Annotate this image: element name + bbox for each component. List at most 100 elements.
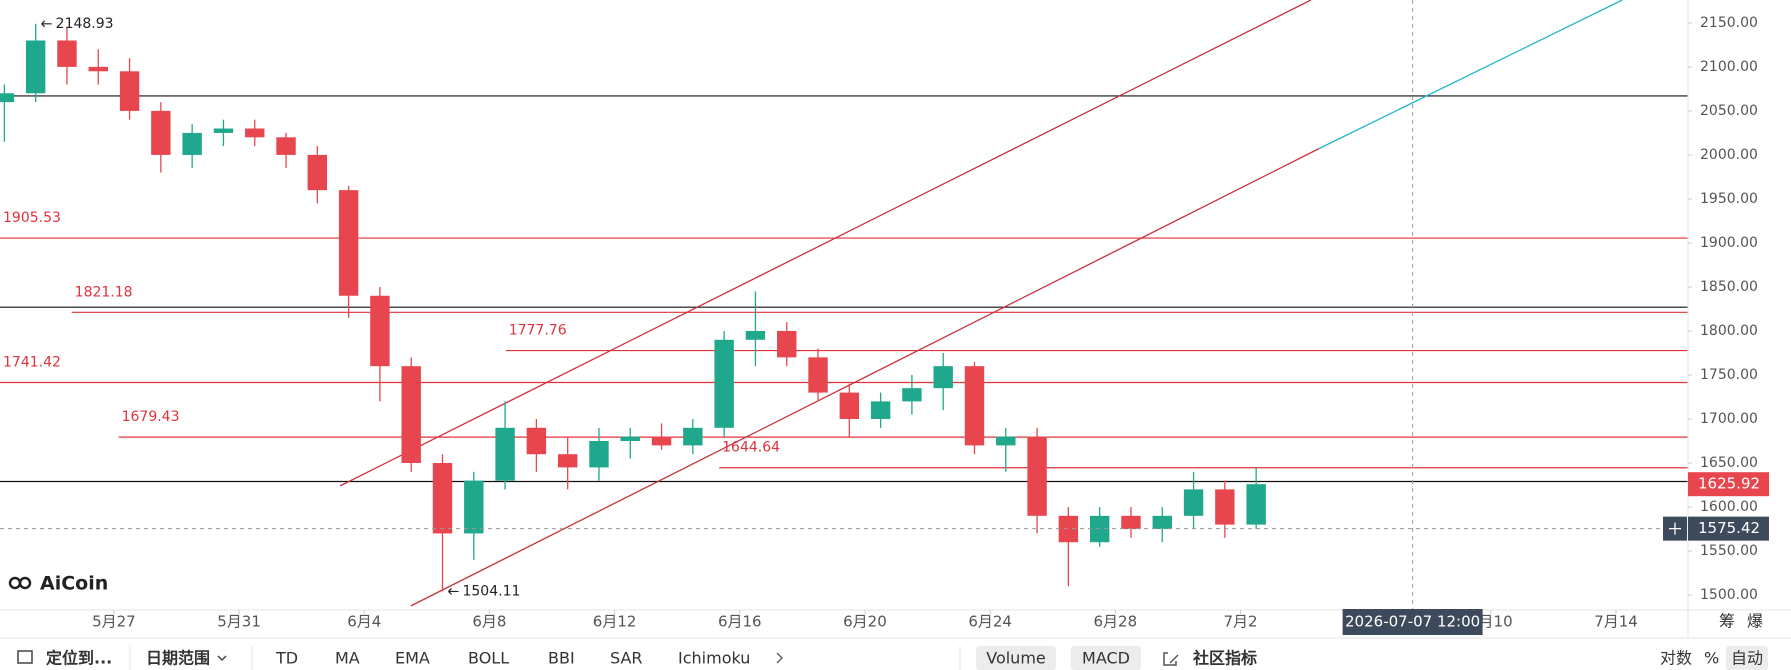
panel-button-bg <box>976 646 1056 670</box>
community-indicators[interactable]: 社区指标 <box>1192 649 1257 668</box>
panel-button-bg <box>1071 646 1141 670</box>
candle-body <box>338 190 359 296</box>
x-tick-label: 6月28 <box>1093 613 1137 631</box>
x-tick-label: 6月12 <box>593 613 637 631</box>
y-tick-label: 1700.00 <box>1700 411 1758 427</box>
candle-body <box>714 339 734 428</box>
candle-body <box>0 93 15 103</box>
y-tick-label: 2100.00 <box>1700 59 1758 75</box>
last-price-label: 1625.92 <box>1698 475 1760 493</box>
scale-option[interactable]: 对数 <box>1660 649 1692 668</box>
scale-option-active-bg <box>1726 646 1768 670</box>
indicator-button[interactable]: BOLL <box>468 649 509 668</box>
x-tick-label: 6月16 <box>718 613 762 631</box>
trend-line <box>1318 0 1623 150</box>
scale-option[interactable]: % <box>1704 649 1719 668</box>
candle-body <box>151 110 171 155</box>
logo: AiCoin <box>8 573 108 595</box>
indicator-button[interactable]: SAR <box>610 649 643 668</box>
toolbar: 定位到... 日期范围 TD MA EMA BOLL BBI SAR Ichimoku Vo… <box>17 646 1768 670</box>
y-tick-label: 1750.00 <box>1700 367 1758 383</box>
plot-area: 1905.53 1821.18 1777.76 1741.42 1679.43 1644.… <box>0 0 1688 610</box>
candle-body <box>307 154 328 191</box>
candle-body <box>996 436 1016 446</box>
candle-body <box>1215 489 1235 525</box>
candle-body <box>1183 489 1204 516</box>
level-label: 1741.42 <box>3 355 61 371</box>
candle-body <box>1246 484 1266 525</box>
candle-body <box>1121 515 1141 530</box>
candle-body <box>557 454 578 468</box>
candle-body <box>88 66 108 72</box>
candle-body <box>620 436 640 441</box>
candle-body <box>432 463 453 534</box>
indicator-button[interactable]: EMA <box>395 649 430 668</box>
indicator-button[interactable]: BBI <box>548 649 575 668</box>
y-tick-label: 2000.00 <box>1700 147 1758 163</box>
candle-body <box>902 388 922 402</box>
crosshair-y-label: 1575.42 <box>1698 519 1760 537</box>
candle-body <box>57 40 77 67</box>
candle-body <box>370 295 390 367</box>
indicator-button[interactable]: Ichimoku <box>678 649 750 668</box>
y-tick-label: 1500.00 <box>1700 587 1758 603</box>
candle-body <box>213 128 234 133</box>
annotation-label: 1504.11 <box>462 583 520 599</box>
x-tick-label: 6月8 <box>472 613 506 631</box>
y-tick-label: 2050.00 <box>1700 103 1758 119</box>
panel-button[interactable]: MACD <box>1082 649 1130 668</box>
candle-body <box>589 440 609 468</box>
y-tick-label: 1600.00 <box>1700 499 1758 515</box>
panel-button[interactable]: Volume <box>986 649 1046 668</box>
candle-body <box>651 436 672 446</box>
candle-body <box>683 427 703 446</box>
scale-option[interactable]: 自动 <box>1731 649 1763 668</box>
x-tick-label: 6月24 <box>968 613 1012 631</box>
level-label: 1905.53 <box>3 210 61 226</box>
candle-body <box>839 392 860 419</box>
annotation-label: 2148.93 <box>56 16 114 32</box>
candle-body <box>119 71 140 111</box>
y-tick-label: 1650.00 <box>1700 455 1758 471</box>
edit-icon <box>1163 652 1179 666</box>
candle-body <box>276 137 296 155</box>
x-tick-label: 5月31 <box>217 613 261 631</box>
logo-text: AiCoin <box>40 573 108 595</box>
x-tick-label: 6月4 <box>347 613 381 631</box>
scroll-icon[interactable] <box>776 652 784 664</box>
candle-body <box>745 330 766 340</box>
crosshair-x-label: 2026-07-07 12:00 <box>1345 613 1480 631</box>
axis-tool[interactable]: 筹 <box>1719 612 1735 631</box>
y-tick-label: 1800.00 <box>1700 323 1758 339</box>
x-tick-label: 7月2 <box>1223 613 1257 631</box>
level-label: 1821.18 <box>75 284 133 300</box>
candle-body <box>495 427 515 481</box>
indicator-button[interactable]: MA <box>335 649 360 668</box>
candle-body <box>25 40 46 94</box>
y-tick-label: 1900.00 <box>1700 235 1758 251</box>
locate-icon <box>17 650 33 664</box>
locate-button[interactable]: 定位到... <box>45 649 112 668</box>
candle-body <box>1152 515 1172 530</box>
trend-line <box>339 0 1312 487</box>
candle-body <box>245 128 265 138</box>
crosshair-y-box <box>1688 516 1769 541</box>
date-range-button[interactable]: 日期范围 <box>146 649 210 668</box>
candle-body <box>777 330 797 358</box>
candle-body <box>1058 515 1079 543</box>
trend-line <box>410 148 1320 607</box>
level-label: 1777.76 <box>509 323 567 339</box>
indicator-list: TD MA EMA BOLL BBI SAR Ichimoku <box>275 649 750 668</box>
axis-tool[interactable]: 爆 <box>1747 612 1763 631</box>
logo-icon <box>18 576 32 590</box>
y-tick-label: 1950.00 <box>1700 191 1758 207</box>
x-tick-label: 6月20 <box>843 613 887 631</box>
indicator-button[interactable]: TD <box>275 649 298 668</box>
candle-body <box>1027 436 1047 516</box>
crosshair-add-icon <box>1669 522 1681 535</box>
crosshair-x-box <box>1342 609 1483 635</box>
panel-list: Volume MACD <box>976 646 1141 670</box>
